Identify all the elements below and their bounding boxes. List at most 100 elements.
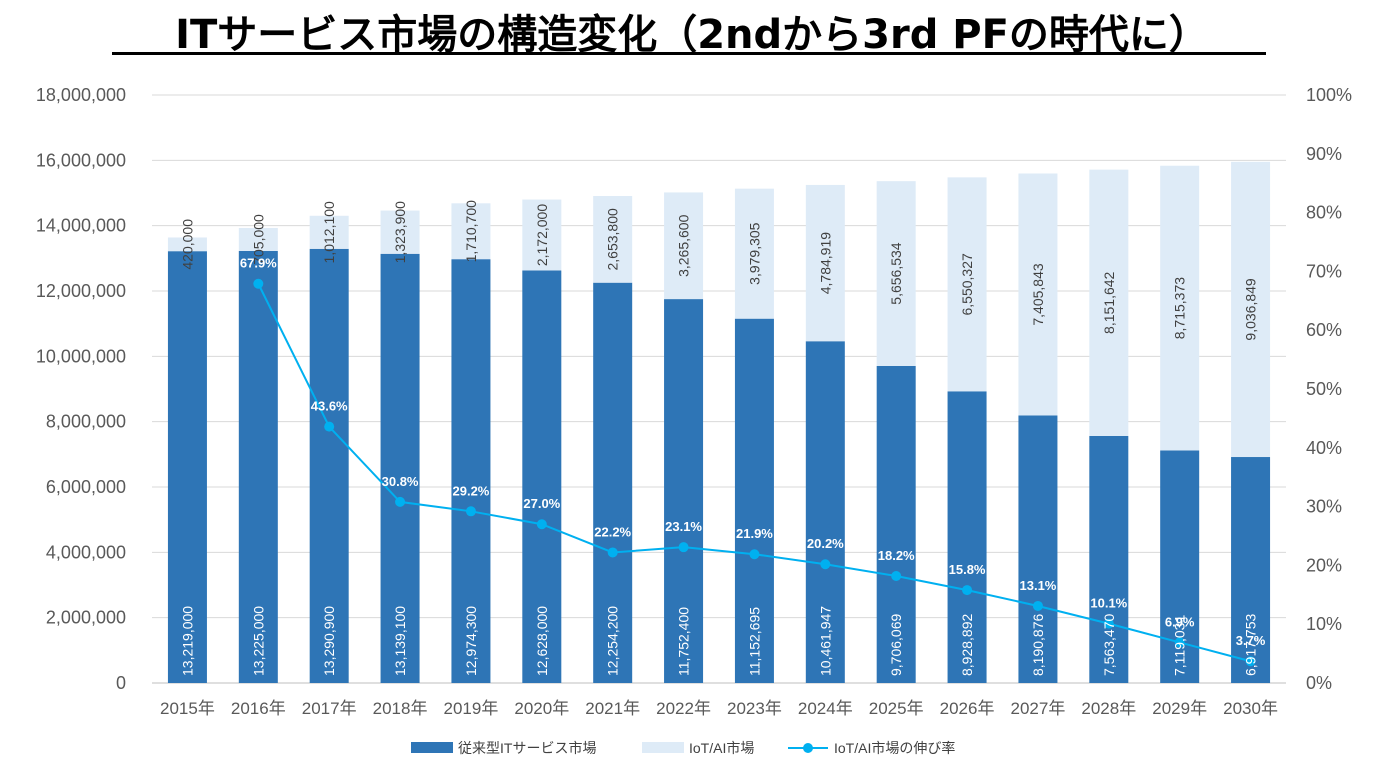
growth-label: 18.2%: [878, 548, 915, 563]
bar-label-traditional: 8,190,876: [1030, 614, 1046, 676]
bar-traditional: [664, 299, 704, 683]
x-axis-tick: 2015年: [160, 699, 215, 718]
bar-traditional: [734, 318, 774, 683]
right-axis-tick: 70%: [1306, 261, 1342, 281]
growth-point: [465, 506, 476, 517]
x-axis-ticks: 2015年 2016年 2017年 2018年 2019年 2020年 2021年 2022年…: [160, 699, 1278, 718]
bar-traditional: [238, 250, 278, 683]
bar-label-iot-ai: 3,265,600: [676, 214, 692, 276]
bar-label-traditional: 8,928,892: [959, 614, 975, 676]
legend: 従来型ITサービス市場 IoT/AI市場 IoT/AI市場の伸び率: [411, 740, 955, 756]
bar-iot-ai: [734, 188, 774, 319]
bar-iot-ai: [876, 181, 916, 366]
bar-iot-ai: [238, 227, 278, 251]
bar-iot-ai: [593, 196, 633, 283]
x-axis-tick: 2018年: [373, 699, 428, 718]
bar-label-iot-ai: 6,550,327: [959, 253, 975, 315]
bar-traditional: [593, 282, 633, 683]
x-axis-tick: 2017年: [302, 699, 357, 718]
bar-iot-ai: [522, 199, 562, 271]
title-underline: [112, 52, 1266, 55]
bar-label-traditional: 13,225,000: [250, 606, 266, 676]
bar-label-iot-ai: 1,323,900: [392, 201, 408, 263]
bar-label-iot-ai: 5,656,534: [888, 242, 904, 304]
bar-label-traditional: 7,563,470: [1101, 614, 1117, 676]
x-axis-tick: 2028年: [1081, 699, 1136, 718]
left-axis-tick: 18,000,000: [36, 85, 126, 105]
bar-label-traditional: 13,139,100: [392, 606, 408, 676]
growth-point: [253, 278, 264, 289]
x-axis-tick: 2025年: [869, 699, 924, 718]
x-axis-tick: 2024年: [798, 699, 853, 718]
bar-iot-ai: [664, 192, 704, 300]
legend-label-iot-ai: IoT/AI市場: [689, 740, 754, 756]
bar-label-traditional: 7,119,031: [1172, 615, 1188, 676]
bar-iot-ai: [947, 177, 987, 392]
growth-point: [891, 570, 902, 581]
bar-traditional: [451, 259, 491, 683]
bar-traditional: [522, 270, 562, 683]
growth-label: 15.8%: [949, 562, 986, 577]
growth-label: 10.1%: [1090, 596, 1127, 611]
growth-point: [607, 547, 618, 558]
x-axis-tick: 2022年: [656, 699, 711, 718]
bar-traditional: [947, 391, 987, 683]
left-axis-ticks: 0 2,000,000 4,000,000 6,000,000 8,000,000 10,…: [36, 85, 126, 693]
bar-traditional: [1231, 457, 1271, 683]
bar-label-iot-ai: 8,715,373: [1172, 277, 1188, 339]
growth-label: 20.2%: [807, 536, 844, 551]
bar-label-traditional: 11,152,695: [746, 607, 762, 676]
growth-label: 43.6%: [311, 399, 348, 414]
bar-iot-ai: [380, 210, 420, 254]
bar-label-traditional: 13,219,000: [179, 606, 195, 676]
x-axis-tick: 2016年: [231, 699, 286, 718]
right-axis-tick: 80%: [1306, 203, 1342, 223]
bar-label-traditional: 12,254,200: [605, 606, 621, 676]
growth-label: 29.2%: [453, 483, 490, 498]
bar-label-traditional: 6,917,753: [1243, 614, 1259, 676]
bar-iot-ai: [1089, 169, 1129, 436]
bar-label-traditional: 11,752,400: [676, 607, 692, 676]
bar-traditional: [1089, 435, 1129, 683]
bar-label-iot-ai: 9,036,849: [1243, 278, 1259, 340]
bar-label-iot-ai: 420,000: [179, 219, 195, 270]
bar-iot-ai: [1018, 173, 1058, 416]
bar-label-traditional: 13,290,900: [321, 606, 337, 676]
bar-iot-ai: [309, 215, 349, 249]
growth-point: [1174, 637, 1185, 648]
x-axis-tick: 2023年: [727, 699, 782, 718]
growth-point: [749, 549, 760, 560]
left-axis-tick: 4,000,000: [46, 542, 126, 562]
bar-label-iot-ai: 8,151,642: [1101, 271, 1117, 333]
bar-traditional: [380, 253, 420, 683]
right-axis-tick: 20%: [1306, 555, 1342, 575]
page-title: ITサービス市場の構造変化（2ndから3rd PFの時代に）: [175, 12, 1209, 58]
growth-label: 27.0%: [523, 496, 560, 511]
right-axis-tick: 10%: [1306, 614, 1342, 634]
right-axis-tick: 50%: [1306, 379, 1342, 399]
bar-iot-ai: [451, 203, 491, 260]
right-axis-tick: 30%: [1306, 497, 1342, 517]
x-axis-tick: 2019年: [444, 699, 499, 718]
x-axis-tick: 2030年: [1223, 699, 1278, 718]
bar-iot-ai: [805, 184, 845, 342]
bar-label-iot-ai: 2,172,000: [534, 204, 550, 266]
bar-traditional: [309, 248, 349, 683]
growth-label: 22.2%: [594, 524, 631, 539]
left-axis-tick: 10,000,000: [36, 346, 126, 366]
bar-label-iot-ai: 1,012,100: [321, 201, 337, 263]
left-axis-tick: 8,000,000: [46, 412, 126, 432]
bar-traditional: [805, 341, 845, 683]
right-axis-tick: 60%: [1306, 320, 1342, 340]
bar-iot-ai: [1231, 161, 1271, 458]
growth-point: [536, 519, 547, 530]
right-axis-ticks: 0% 10% 20% 30% 40% 50% 60% 70% 80% 90% 100%: [1306, 85, 1352, 693]
bar-label-iot-ai: 1,710,700: [463, 200, 479, 262]
bar-traditional: [167, 251, 207, 684]
growth-point: [1245, 656, 1256, 667]
left-axis-tick: 16,000,000: [36, 150, 126, 170]
left-axis-tick: 14,000,000: [36, 216, 126, 236]
bar-iot-ai: [1160, 165, 1200, 451]
bar-label-traditional: 9,706,069: [888, 614, 904, 676]
right-axis-tick: 90%: [1306, 144, 1342, 164]
